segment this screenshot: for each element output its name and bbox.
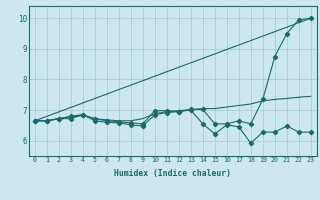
X-axis label: Humidex (Indice chaleur): Humidex (Indice chaleur) <box>114 169 231 178</box>
